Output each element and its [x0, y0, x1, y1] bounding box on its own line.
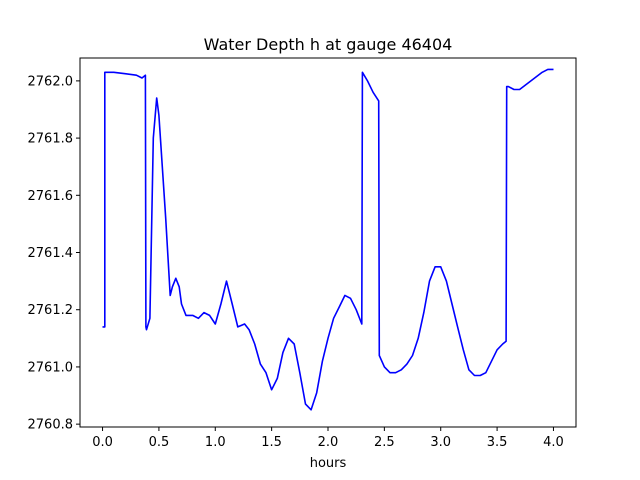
- x-tick-label: 0.0: [92, 435, 113, 450]
- y-tick-label: 2761.0: [28, 360, 74, 375]
- x-tick-label: 4.0: [543, 435, 564, 450]
- y-tick-label: 2762.0: [28, 74, 74, 89]
- y-tick-label: 2761.8: [28, 132, 74, 147]
- x-tick-label: 2.5: [374, 435, 395, 450]
- y-axis: 2760.8 2761.0 2761.2 2761.4 2761.6 2761.8 2762…: [28, 74, 80, 433]
- x-tick-label: 1.5: [261, 435, 282, 450]
- x-axis: 0.0 0.5 1.0 1.5 2.0 2.5 3.0 3.5 4.0: [92, 427, 564, 450]
- x-tick-label: 3.0: [430, 435, 451, 450]
- axes-frame: [79, 57, 577, 428]
- x-tick-label: 0.5: [149, 435, 170, 450]
- y-tick-label: 2760.8: [28, 418, 74, 433]
- plot-area: [102, 68, 554, 411]
- y-tick-label: 2761.4: [28, 246, 74, 261]
- y-tick-label: 2761.2: [28, 303, 74, 318]
- x-tick-label: 1.0: [205, 435, 226, 450]
- y-tick-label: 2761.6: [28, 189, 74, 204]
- series-line-0: [102, 68, 554, 411]
- chart-title: Water Depth h at gauge 46404: [204, 35, 453, 54]
- x-tick-label: 3.5: [487, 435, 508, 450]
- x-axis-label: hours: [310, 456, 347, 471]
- x-tick-label: 2.0: [318, 435, 339, 450]
